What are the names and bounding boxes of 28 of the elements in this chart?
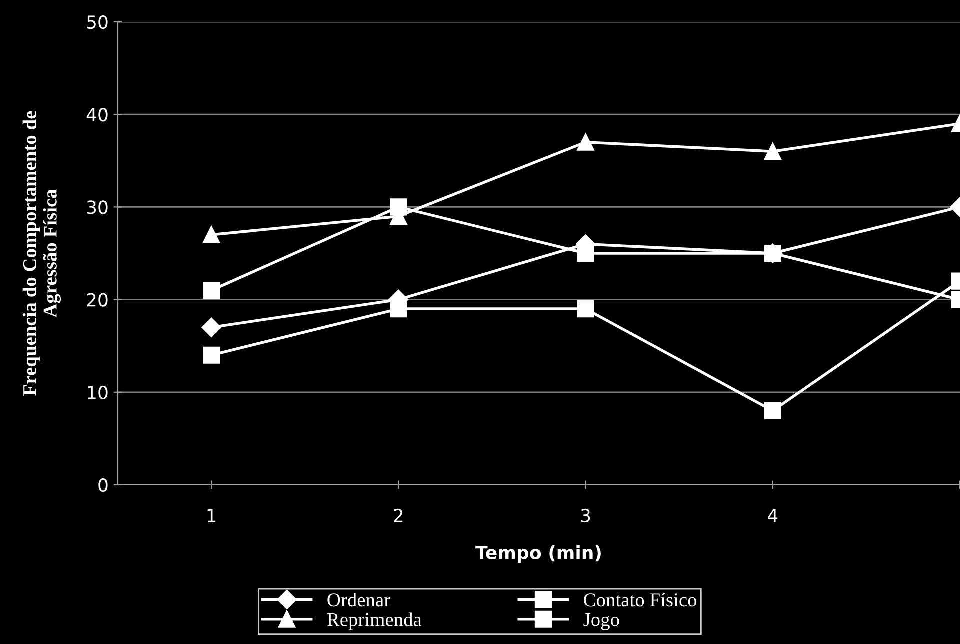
point bbox=[390, 300, 408, 318]
point bbox=[764, 402, 782, 420]
x-axis-title: Tempo (min) bbox=[476, 546, 601, 564]
y-tick-label: 0 bbox=[98, 478, 108, 492]
legend-label: Reprimenda bbox=[327, 612, 422, 630]
x-tick-label: 2 bbox=[394, 508, 403, 522]
point bbox=[577, 134, 594, 151]
y-tick-label: 40 bbox=[86, 108, 108, 122]
point bbox=[202, 318, 222, 338]
point bbox=[764, 244, 782, 262]
legend-label: Ordenar bbox=[328, 593, 390, 607]
legend-label: Contato Físico bbox=[584, 592, 697, 607]
y-tick-label: 50 bbox=[87, 15, 108, 30]
point bbox=[577, 300, 594, 318]
x-tick-label: 3 bbox=[581, 508, 590, 523]
y-tick-label: 20 bbox=[87, 293, 108, 307]
legend-label: Jogo bbox=[584, 613, 620, 630]
point bbox=[203, 282, 220, 300]
x-tick-label: 4 bbox=[768, 509, 778, 522]
y-tick-label: 30 bbox=[87, 200, 108, 214]
point bbox=[203, 226, 220, 244]
point bbox=[203, 346, 220, 364]
x-tick-label: 1 bbox=[208, 509, 216, 522]
y-tick-label: 10 bbox=[88, 386, 108, 400]
point bbox=[577, 244, 594, 262]
point bbox=[764, 143, 782, 160]
point bbox=[390, 198, 408, 216]
y-axis-title: Frequencia do Comportamento de Agressão Física bbox=[22, 111, 61, 396]
